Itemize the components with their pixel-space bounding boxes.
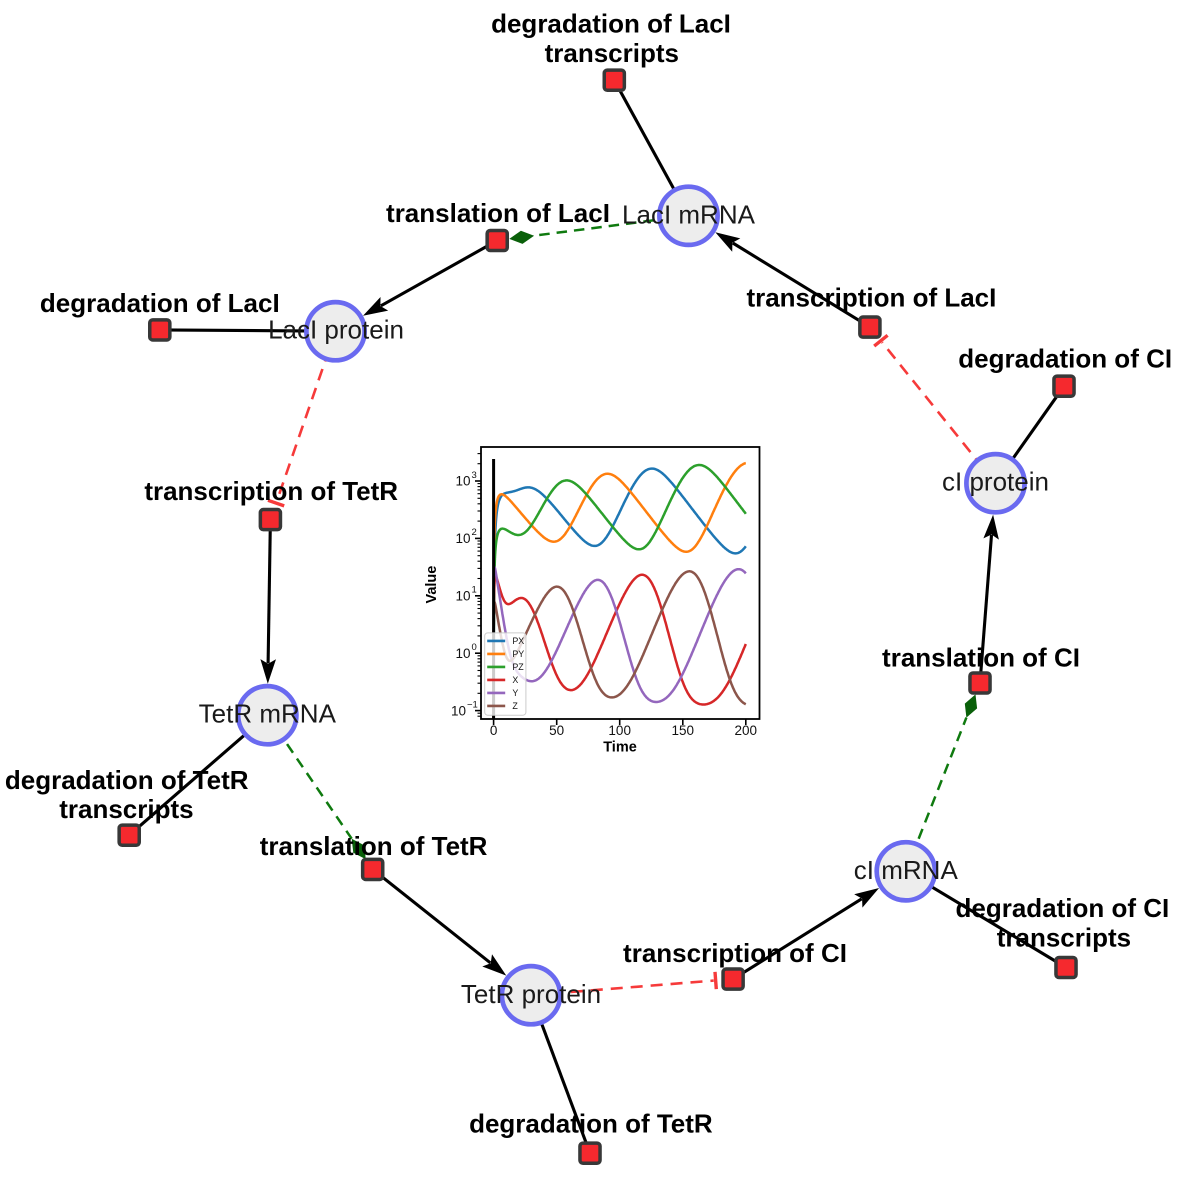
svg-text:transcripts: transcripts [997,923,1131,953]
svg-text:10: 10 [455,531,470,546]
svg-text:150: 150 [672,723,695,738]
svg-text:transcripts: transcripts [59,794,193,824]
svg-text:Y: Y [512,688,518,698]
svg-text:100: 100 [608,723,631,738]
svg-text:transcription of TetR: transcription of TetR [144,476,398,506]
svg-text:2: 2 [472,527,477,538]
svg-text:0: 0 [472,642,477,653]
svg-text:TetR protein: TetR protein [461,979,601,1009]
svg-text:10: 10 [451,703,466,718]
svg-text:10: 10 [455,589,470,604]
svg-text:Z: Z [512,701,518,711]
svg-text:0: 0 [490,723,498,738]
svg-text:PX: PX [512,636,524,646]
svg-text:transcripts: transcripts [545,38,679,68]
svg-text:translation of CI: translation of CI [882,643,1080,673]
svg-text:LacI mRNA: LacI mRNA [622,199,756,229]
svg-text:degradation of TetR: degradation of TetR [469,1108,713,1138]
svg-text:transcription of CI: transcription of CI [623,938,847,968]
svg-text:Time: Time [603,740,637,756]
svg-text:−1: −1 [467,699,478,710]
svg-text:degradation of TetR: degradation of TetR [5,765,249,795]
svg-text:degradation of LacI: degradation of LacI [40,288,280,318]
svg-text:50: 50 [549,723,564,738]
svg-text:LacI protein: LacI protein [268,315,404,345]
svg-text:transcription of LacI: transcription of LacI [746,283,996,313]
svg-text:PZ: PZ [512,662,524,672]
svg-text:cI protein: cI protein [942,467,1049,497]
svg-text:degradation of CI: degradation of CI [958,343,1172,373]
svg-text:TetR mRNA: TetR mRNA [199,699,337,729]
svg-text:PY: PY [512,649,524,659]
svg-text:cI mRNA: cI mRNA [854,855,959,885]
svg-text:1: 1 [472,585,477,596]
svg-text:Value: Value [424,566,440,604]
svg-text:X: X [512,675,518,685]
svg-text:degradation of LacI: degradation of LacI [491,9,731,39]
svg-text:degradation of CI: degradation of CI [956,893,1170,923]
svg-text:translation of LacI: translation of LacI [386,198,610,228]
svg-text:translation of TetR: translation of TetR [260,831,488,861]
svg-text:10: 10 [455,474,470,489]
svg-text:200: 200 [735,723,758,738]
svg-text:3: 3 [472,470,477,481]
svg-text:10: 10 [455,646,470,661]
